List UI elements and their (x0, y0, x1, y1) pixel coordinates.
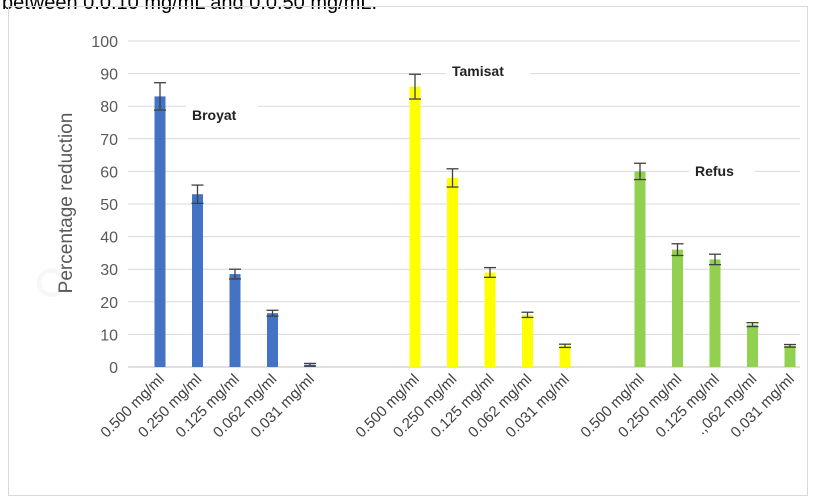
bar (192, 194, 203, 367)
bars (154, 86, 796, 368)
y-tick-label: 90 (100, 67, 118, 84)
bar (747, 324, 758, 367)
y-tick-label: 70 (100, 132, 118, 149)
y-tick-label: 10 (100, 327, 118, 344)
y-tick-label: 30 (100, 262, 118, 279)
caption-text: between 0.0.10 mg/mL and 0.0.50 mg/mL. (2, 0, 378, 14)
bar (229, 274, 241, 367)
y-axis-ticks: 0 10 20 30 40 50 60 70 80 90 100 (91, 34, 118, 377)
group-label: Tamisat (452, 63, 504, 79)
bar (672, 249, 683, 367)
bar (447, 177, 458, 367)
y-axis-label: Percentage reduction (56, 113, 77, 294)
group-label-box (186, 104, 258, 126)
bar (559, 345, 571, 367)
group-label: Refus (695, 163, 734, 179)
bar (409, 86, 421, 367)
y-tick-label: 100 (91, 34, 118, 51)
bar (784, 345, 796, 367)
bar (522, 314, 533, 367)
group-labels: Broyat Tamisat Refus (186, 60, 755, 182)
group-label-box (446, 60, 530, 82)
gridlines (128, 40, 800, 368)
x-axis-labels: 0.500 mg/ml0.250 mg/ml0.125 mg/ml0.062 m… (97, 371, 797, 441)
chart-frame (8, 6, 808, 496)
y-tick-label: 60 (100, 164, 118, 181)
y-tick-label: 20 (100, 295, 118, 312)
bar (634, 171, 646, 367)
bar (709, 259, 721, 367)
bar (484, 272, 496, 367)
group-label: Broyat (192, 107, 237, 123)
error-bars (154, 73, 796, 367)
group-label-box (689, 160, 755, 182)
y-tick-label: 40 (100, 230, 118, 247)
y-tick-label: 50 (100, 197, 118, 214)
bar (267, 313, 278, 367)
y-tick-label: 80 (100, 99, 118, 116)
bar (154, 96, 166, 368)
y-tick-label: 0 (109, 360, 118, 377)
